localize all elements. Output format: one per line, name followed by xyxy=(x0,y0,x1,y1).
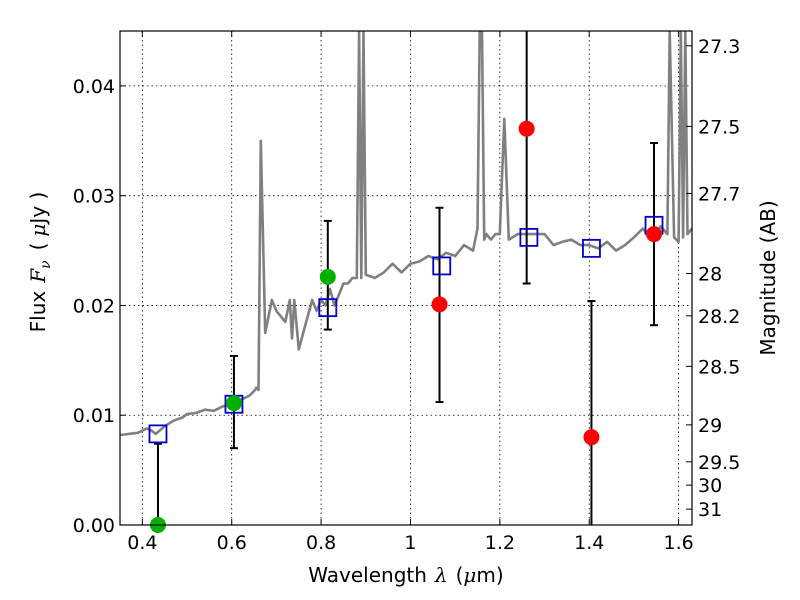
y-tick-label: 0.01 xyxy=(73,405,115,427)
mag-tick-label: 27.5 xyxy=(698,116,740,138)
y-tick-label: 0.04 xyxy=(73,76,115,98)
mag-tick-label: 27.7 xyxy=(698,183,740,205)
x-tick-label: 1 xyxy=(404,532,416,554)
x-tick-label: 1.6 xyxy=(663,532,693,554)
plot-area xyxy=(120,31,692,533)
mag-tick-label: 27.3 xyxy=(698,36,740,58)
photometry-point xyxy=(518,120,535,137)
model-photometry-point xyxy=(519,227,539,247)
mag-tick-label: 29 xyxy=(698,415,722,437)
mag-tick-label: 29.5 xyxy=(698,452,740,474)
model-photometry-point xyxy=(148,424,168,444)
y-tick-label: 0.00 xyxy=(73,515,115,537)
x-tick-label: 0.8 xyxy=(306,532,336,554)
y-tick-label: 0.03 xyxy=(73,186,115,208)
x-axis-title: Wavelength λ (μm) xyxy=(308,563,503,587)
axis-ticks: 0.4 0.6 0.8 1 1.2 1.4 1.6 0.00 0.01 0.02 0.03 0.04 2… xyxy=(73,31,740,554)
grid-lines xyxy=(120,31,692,525)
mag-tick-label: 28 xyxy=(698,263,722,285)
mag-tick-label: 30 xyxy=(698,475,722,497)
mag-tick-label: 31 xyxy=(698,499,722,521)
model-photometry-point xyxy=(582,238,601,258)
photometry-point xyxy=(319,268,336,285)
photometry-point xyxy=(646,226,663,243)
y2-axis-title: Magnitude (AB) xyxy=(756,200,780,355)
y-tick-label: 0.02 xyxy=(73,295,115,317)
spectrum-line xyxy=(120,31,692,437)
x-tick-label: 0.4 xyxy=(127,532,157,554)
model-photometry-point xyxy=(318,298,338,318)
photometry-point xyxy=(583,429,600,446)
photometry-point xyxy=(225,395,242,412)
model-photometry-point xyxy=(432,256,452,276)
y-axis-title: FluxFν(μJy ) xyxy=(26,192,54,333)
mag-tick-label: 28.5 xyxy=(698,356,740,378)
x-tick-label: 0.6 xyxy=(217,532,247,554)
x-tick-label: 1.4 xyxy=(574,532,604,554)
plot-frame xyxy=(119,30,693,526)
mag-tick-label: 28.2 xyxy=(698,306,740,328)
photometry-point xyxy=(431,296,448,313)
x-tick-label: 1.2 xyxy=(485,532,515,554)
